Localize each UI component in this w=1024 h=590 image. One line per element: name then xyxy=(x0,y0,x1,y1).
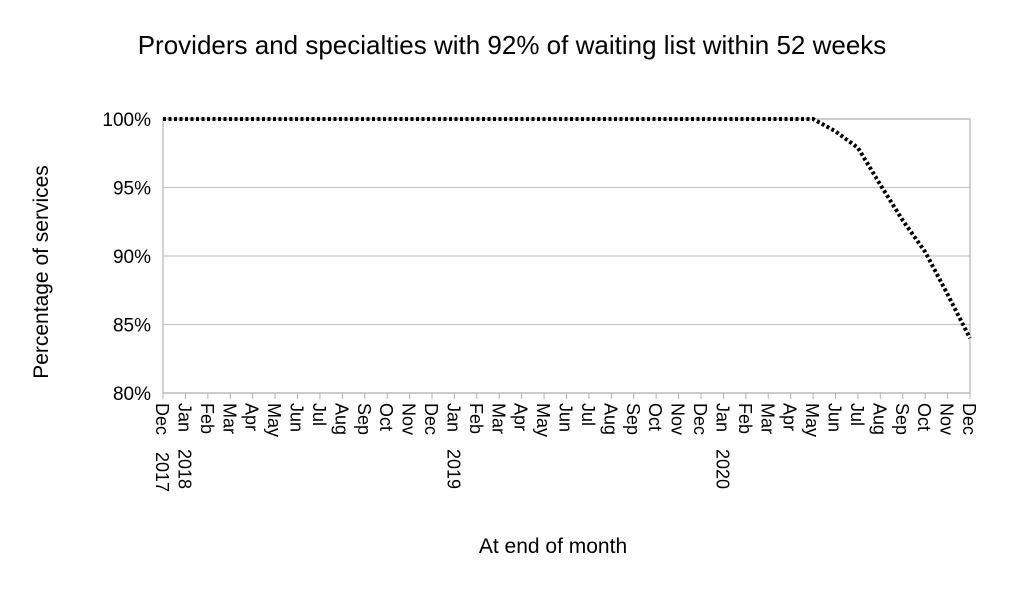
x-tick-label: Feb xyxy=(466,403,486,434)
y-tick-label: 100% xyxy=(102,110,151,131)
x-tick-label: Jun xyxy=(556,403,576,432)
x-tick-label: Jul xyxy=(309,403,329,426)
x-tick-label: Dec xyxy=(690,403,710,435)
x-tick-label: Nov xyxy=(937,403,957,435)
x-tick-label: Apr xyxy=(780,403,800,431)
x-tick-label: May xyxy=(802,403,822,437)
x-tick-label: Feb xyxy=(735,403,755,434)
x-tick-label: Sep xyxy=(354,403,374,435)
x-tick-label: Nov xyxy=(399,403,419,435)
line xyxy=(163,117,972,340)
y-tick-label: 95% xyxy=(113,179,151,200)
x-tick-label: Mar xyxy=(488,403,508,434)
x-tick-label: May xyxy=(533,403,553,437)
x-tick-label: Apr xyxy=(242,403,262,431)
x-tick-label: Oct xyxy=(914,403,934,431)
x-tick-label: Jun xyxy=(287,403,307,432)
chart-title: Providers and specialties with 92% of wa… xyxy=(138,30,887,60)
x-tick-label: Apr xyxy=(511,403,531,431)
x-tick-label: Jun xyxy=(825,403,845,432)
x-tick-label: Sep xyxy=(892,403,912,435)
x-tick-label: Oct xyxy=(376,403,396,431)
x-tick-label: Sep xyxy=(623,403,643,435)
x-tick-label: Jul xyxy=(847,403,867,426)
x-tick-label: Aug xyxy=(600,403,620,435)
y-tick-label: 90% xyxy=(113,247,151,268)
x-tick-label: May xyxy=(264,403,284,437)
x-tick-label: Mar xyxy=(219,403,239,434)
x-tick-label: Jan 2020 xyxy=(712,403,732,489)
x-tick-label: Jan 2019 xyxy=(443,403,463,489)
x-tick-label: Feb xyxy=(197,403,217,434)
y-axis-label: Percentage of services xyxy=(30,165,53,379)
x-tick-label: Dec 2017 xyxy=(152,403,172,492)
x-tick-label: Aug xyxy=(331,403,351,435)
x-tick-label: Dec xyxy=(421,403,441,435)
x-tick-label: Jul xyxy=(578,403,598,426)
x-axis-label: At end of month xyxy=(479,535,627,558)
x-tick-label: Dec xyxy=(959,403,979,435)
y-tick-label: 85% xyxy=(113,316,151,337)
x-tick-label: Mar xyxy=(757,403,777,434)
y-tick-label: 80% xyxy=(113,384,151,405)
x-tick-label: Nov xyxy=(668,403,688,435)
x-tick-label: Oct xyxy=(645,403,665,431)
x-tick-label: Aug xyxy=(869,403,889,435)
x-tick-label: Jan 2018 xyxy=(174,403,194,489)
